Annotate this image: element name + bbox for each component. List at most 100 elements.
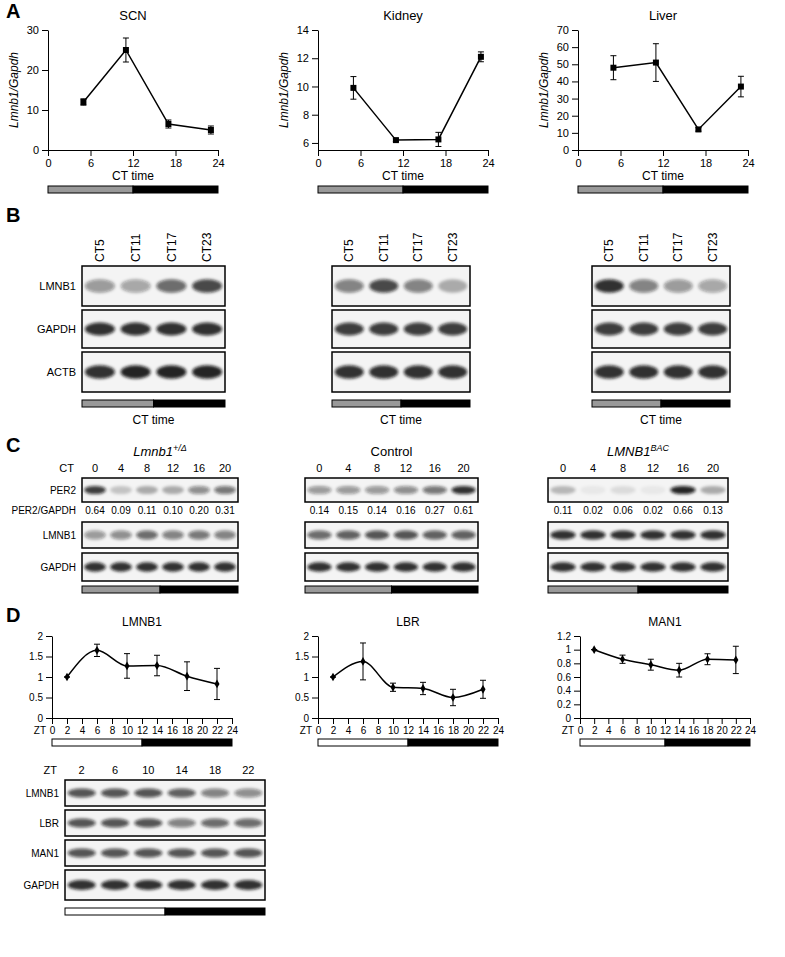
- tick-label: 16: [167, 725, 179, 736]
- tick-label: 1.5: [295, 651, 309, 662]
- error-bar: [184, 662, 190, 691]
- tick-label: 12: [297, 52, 309, 64]
- tick-mark: [574, 650, 580, 651]
- tick: 4: [346, 718, 352, 736]
- tick: 1: [37, 672, 52, 683]
- tick-mark: [67, 718, 68, 724]
- blot-row: [332, 352, 470, 392]
- ratio-value: 0.66: [673, 505, 693, 516]
- tick-mark: [572, 64, 578, 65]
- blot-frame: [82, 553, 238, 581]
- tick: 22: [731, 718, 743, 736]
- light-phase: [48, 186, 133, 193]
- tick: 14: [297, 24, 318, 36]
- band: [234, 789, 262, 798]
- chart: 06121824010203040506070LiverLmnb1/GapdhC…: [537, 8, 755, 193]
- error-bar-cap: [184, 690, 190, 691]
- tick-mark: [312, 30, 318, 31]
- tick-label: 8: [110, 725, 116, 736]
- tick: 2: [37, 631, 52, 642]
- blot-frame: [305, 522, 478, 548]
- chart: 0612182468101214KidneyLmnb1/GapdhCT time: [277, 8, 495, 193]
- lane-label: 20: [219, 462, 231, 474]
- blot-title-main: LMNB1: [607, 444, 650, 459]
- blot: ZT2610141822LMNB1LBRMAN1GAPDH: [23, 764, 265, 915]
- marker: [450, 693, 455, 702]
- marker: [478, 54, 484, 60]
- error-bar-cap: [435, 146, 441, 147]
- tick: 12: [127, 150, 139, 169]
- row-label: LMNB1: [39, 280, 76, 292]
- lane-label: 10: [142, 764, 154, 776]
- error-bar-cap: [738, 96, 744, 97]
- band: [68, 789, 96, 798]
- axis-line: [52, 637, 53, 719]
- error-bar: [480, 680, 486, 698]
- tick-mark: [572, 81, 578, 82]
- blot-frame: [65, 810, 265, 836]
- tick: 0: [563, 144, 578, 156]
- tick-label: 0: [303, 713, 309, 724]
- band: [110, 531, 132, 540]
- tick-label: 6: [95, 725, 101, 736]
- error-bar-cap: [653, 43, 659, 44]
- tick-mark: [572, 47, 578, 48]
- chart: 02468101214161820222400.511.52LBRZT: [295, 615, 504, 746]
- band: [670, 486, 695, 494]
- tick-label: 6: [88, 157, 94, 169]
- marker: [208, 127, 214, 133]
- band: [188, 562, 210, 572]
- tick-mark: [202, 718, 203, 724]
- x-axis-title: ZT: [34, 725, 46, 736]
- blot-row: [82, 478, 238, 502]
- tick-label: 24: [745, 725, 757, 736]
- tick-label: 14: [297, 24, 309, 36]
- band: [670, 531, 695, 540]
- band: [101, 849, 129, 858]
- error-bar-cap: [610, 79, 616, 80]
- tick-mark: [46, 718, 52, 719]
- tick-label: 14: [418, 725, 430, 736]
- blot-row: [305, 478, 478, 502]
- lane-label: 4: [590, 462, 596, 474]
- tick: 14: [418, 718, 430, 736]
- blot-row: [82, 352, 225, 392]
- tick-label: 10: [557, 127, 569, 139]
- band: [101, 819, 129, 828]
- band: [423, 531, 447, 540]
- row-label: PER2/GAPDH: [12, 505, 76, 516]
- band: [156, 323, 186, 336]
- blot: Lmnb1+/ΔCT048121620PER20.640.090.110.100…: [12, 443, 238, 593]
- tick-mark: [637, 718, 638, 724]
- tick: 70: [557, 24, 578, 36]
- chart-title: MAN1: [648, 615, 682, 629]
- tick: 14: [674, 718, 686, 736]
- row-label: GAPDH: [37, 323, 76, 335]
- blot-row: [332, 310, 470, 348]
- tick-mark: [42, 110, 48, 111]
- tick: 1.5: [295, 651, 318, 662]
- error-bar-cap: [360, 679, 366, 680]
- tick-label: 18: [448, 725, 460, 736]
- blot: CT5CT11CT17CT23LMNB1GAPDHACTBCT time: [37, 232, 225, 427]
- error-bar-cap: [360, 642, 366, 643]
- band: [664, 323, 693, 336]
- light-phase: [661, 400, 730, 407]
- tick-label: 24: [212, 157, 224, 169]
- lane-label: CT11: [637, 233, 651, 262]
- tick: 8: [110, 718, 116, 736]
- tick-label: 0: [316, 725, 322, 736]
- tick-mark: [572, 150, 578, 151]
- tick: 22: [212, 718, 224, 736]
- tick: 10: [27, 104, 48, 116]
- error-bar: [450, 689, 456, 705]
- tick-mark: [574, 718, 580, 719]
- error-bar-cap: [124, 678, 130, 679]
- error-bar-cap: [94, 644, 100, 645]
- row-label: LMNB1: [26, 788, 60, 799]
- lane-label: 2: [79, 764, 85, 776]
- marker: [393, 137, 399, 143]
- lane-label: 20: [707, 462, 719, 474]
- band: [307, 531, 331, 540]
- error-bar: [620, 655, 626, 663]
